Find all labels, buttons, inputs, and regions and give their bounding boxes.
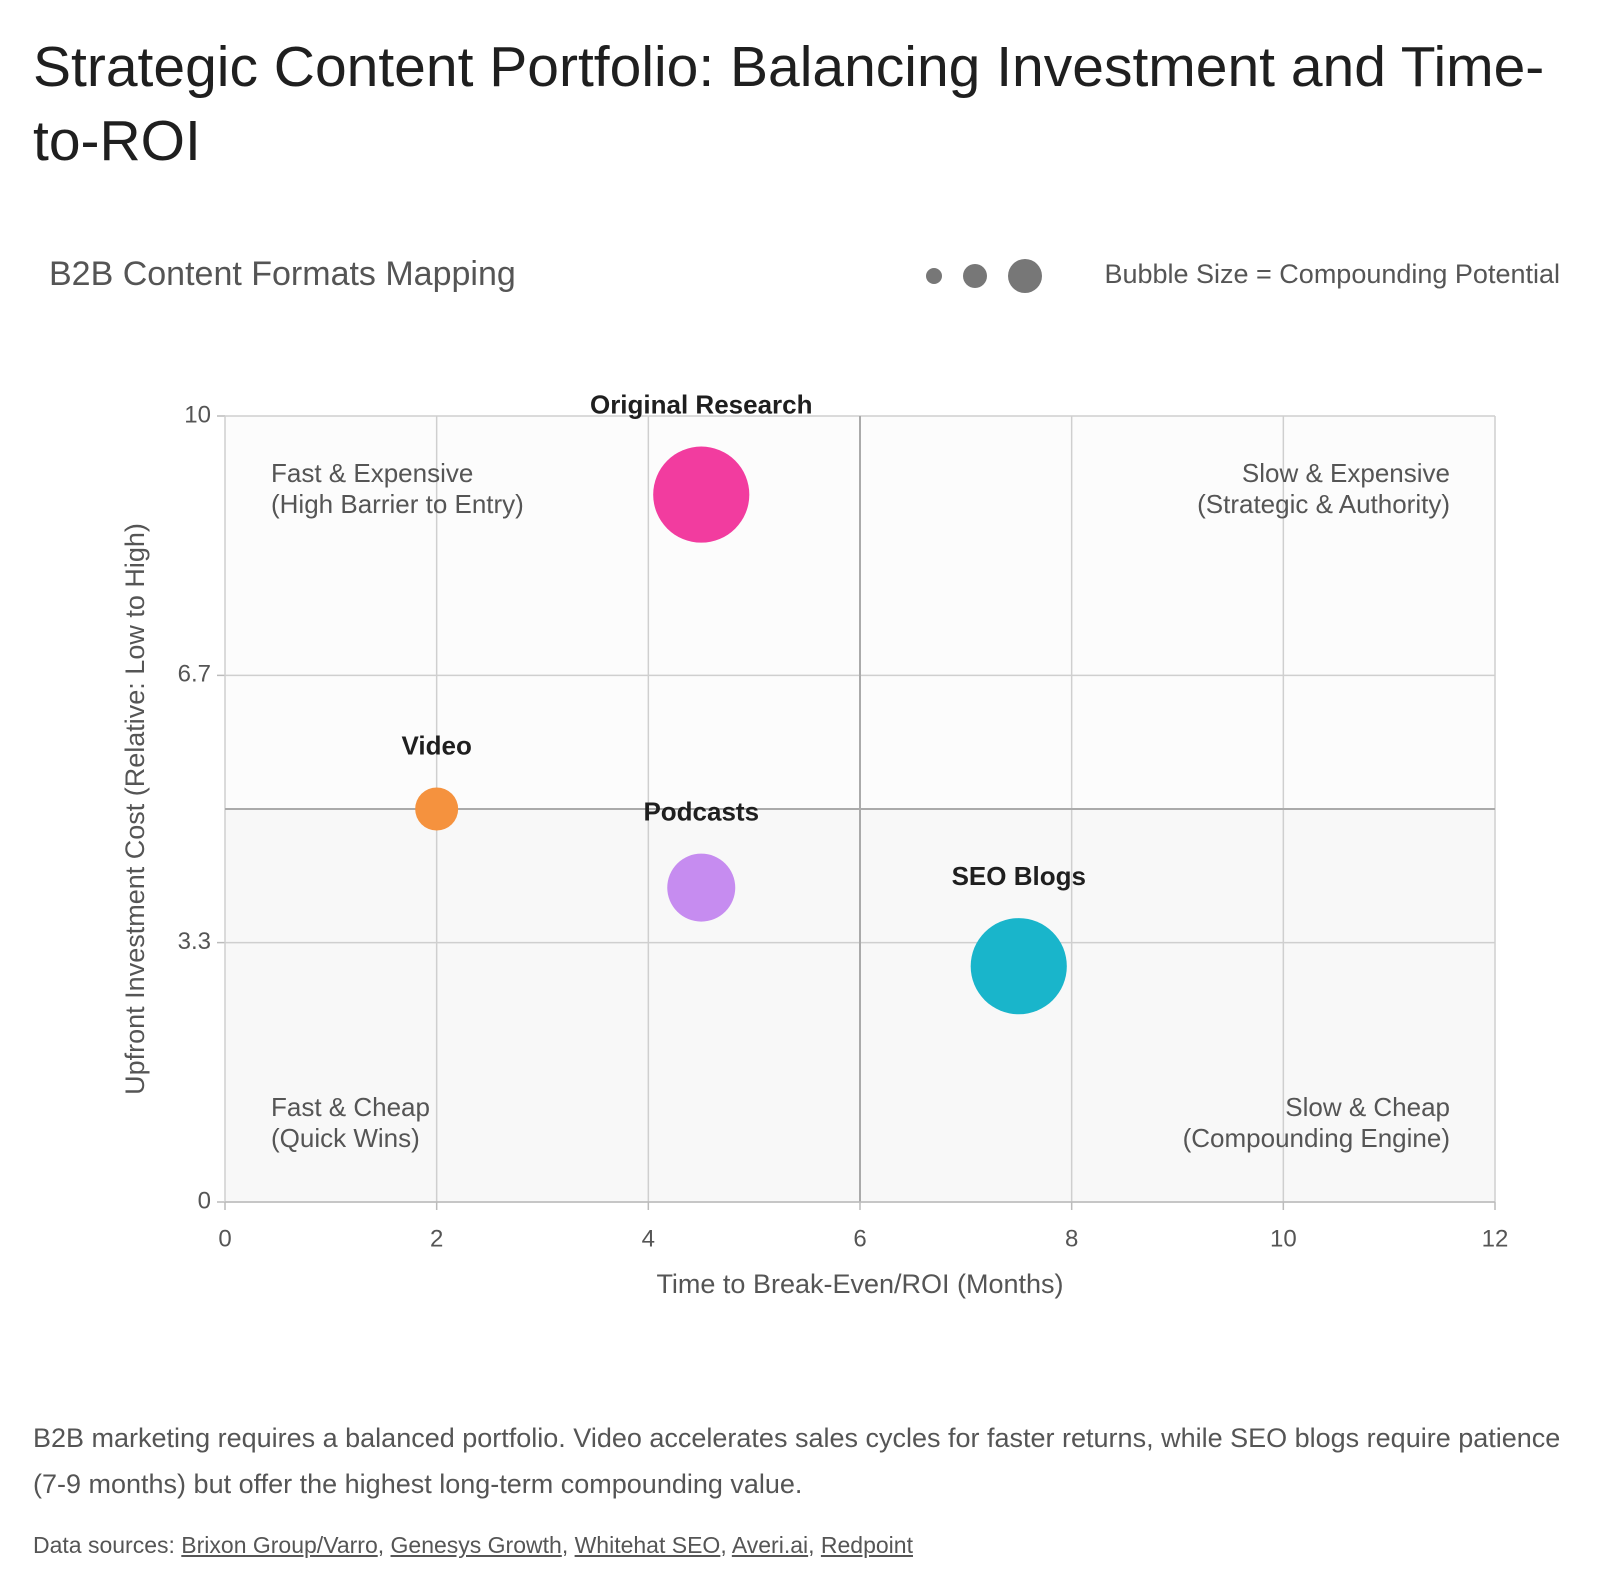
quadrant-label: Slow & Expensive bbox=[1242, 458, 1450, 488]
bubble bbox=[970, 918, 1067, 1015]
source-link[interactable]: Genesys Growth bbox=[390, 1532, 562, 1558]
quadrant-label: (Compounding Engine) bbox=[1183, 1123, 1450, 1153]
x-tick-label: 6 bbox=[853, 1225, 866, 1252]
separator: , bbox=[808, 1532, 815, 1558]
sources-label: Data sources: bbox=[33, 1532, 175, 1558]
x-tick-label: 4 bbox=[642, 1225, 655, 1252]
source-link[interactable]: Whitehat SEO bbox=[574, 1532, 721, 1558]
y-tick-label: 0 bbox=[198, 1187, 211, 1214]
size-legend-dot bbox=[926, 268, 942, 284]
y-tick-label: 6.7 bbox=[178, 661, 211, 688]
quadrant-label: (High Barrier to Entry) bbox=[271, 489, 524, 519]
bubble bbox=[667, 853, 736, 922]
bubble-label: Video bbox=[402, 730, 472, 760]
y-tick-label: 10 bbox=[184, 401, 211, 428]
quadrant-label: (Quick Wins) bbox=[271, 1123, 420, 1153]
bubble bbox=[653, 446, 750, 543]
chart-subtitle: B2B Content Formats Mapping bbox=[49, 255, 516, 293]
source-link[interactable]: Brixon Group/Varro bbox=[181, 1532, 378, 1558]
y-tick-label: 3.3 bbox=[178, 928, 211, 955]
description: B2B marketing requires a balanced portfo… bbox=[33, 1423, 1561, 1499]
y-axis-label: Upfront Investment Cost (Relative: Low t… bbox=[120, 523, 150, 1095]
x-tick-label: 2 bbox=[430, 1225, 443, 1252]
size-legend-dot bbox=[963, 264, 987, 288]
quadrant-label: Fast & Expensive bbox=[271, 458, 473, 488]
x-tick-label: 0 bbox=[218, 1225, 231, 1252]
size-legend-dot bbox=[1008, 259, 1042, 293]
bubble-label: Original Research bbox=[590, 389, 813, 419]
separator: , bbox=[377, 1532, 385, 1558]
quadrant-label: Fast & Cheap bbox=[271, 1092, 430, 1122]
separator: , bbox=[720, 1532, 727, 1558]
source-link[interactable]: Redpoint bbox=[820, 1532, 913, 1558]
x-axis-label: Time to Break-Even/ROI (Months) bbox=[656, 1269, 1063, 1299]
sources: Data sources: Brixon Group/Varro, Genesy… bbox=[33, 1532, 913, 1559]
quadrant-label: (Strategic & Authority) bbox=[1197, 489, 1450, 519]
separator: , bbox=[561, 1532, 569, 1558]
x-tick-label: 10 bbox=[1270, 1225, 1297, 1252]
source-link[interactable]: Averi.ai bbox=[731, 1532, 809, 1558]
chart: B2B Content Formats Mapping Bubble Size … bbox=[49, 255, 1560, 1299]
x-tick-label: 8 bbox=[1065, 1225, 1078, 1252]
x-tick-label: 12 bbox=[1482, 1225, 1509, 1252]
page-title: Strategic Content Portfolio: Balancing I… bbox=[33, 35, 1545, 173]
size-legend-label: Bubble Size = Compounding Potential bbox=[1104, 259, 1560, 289]
bubble bbox=[415, 787, 459, 831]
bubble-label: Podcasts bbox=[643, 796, 759, 826]
bubble-label: SEO Blogs bbox=[952, 861, 1086, 891]
quadrant-label: Slow & Cheap bbox=[1285, 1092, 1450, 1122]
